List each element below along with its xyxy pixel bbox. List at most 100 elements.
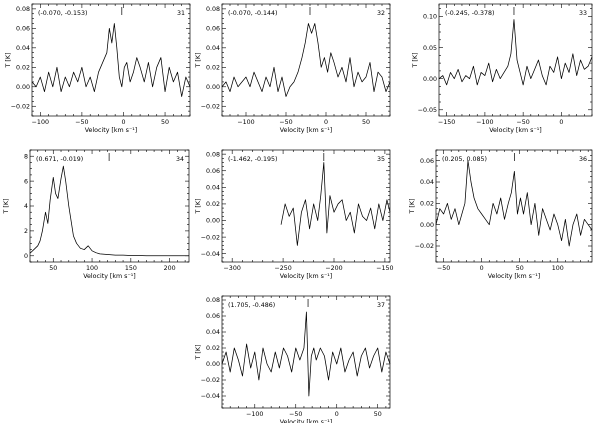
spectrum-line — [221, 23, 391, 97]
x-axis-title: Velocity [km s⁻¹] — [280, 127, 333, 134]
y-axis-title: T [K] — [3, 199, 10, 215]
coordinates-label: (-1.462, -0.195) — [228, 156, 278, 163]
y-tick-label: 6 — [24, 178, 28, 185]
y-tick-label: −0.02 — [415, 243, 434, 250]
spectrum-panel-33: −150 −100 −50 0 −0.05 0.00 0.05 0.10 Velocity [k… — [412, 3, 593, 134]
x-tick-label: 0 — [480, 265, 484, 272]
x-tick-label: 0 — [324, 119, 328, 126]
x-axis-title: Velocity [km s⁻¹] — [280, 273, 333, 280]
y-axis-title: T [K] — [5, 53, 12, 69]
plot-frame — [221, 3, 391, 117]
y-tick-label: 0.08 — [16, 6, 30, 13]
x-tick-label: 0 — [121, 119, 125, 126]
y-tick-label: 0.04 — [206, 45, 220, 52]
panel-number: 36 — [579, 156, 587, 163]
spectrum-panel-31: −100 −50 0 50 −0.02 0.00 0.02 0.04 0.06 0.08 Veloc… — [5, 3, 191, 134]
y-tick-label: −0.02 — [201, 234, 220, 241]
y-axis-title: T [K] — [409, 199, 416, 215]
x-tick-label: −150 — [438, 119, 455, 126]
panel-number: 35 — [377, 156, 385, 163]
coordinates-label: (-0.245, -0.378) — [445, 10, 495, 17]
x-tick-label: 150 — [125, 265, 137, 272]
y-tick-label: 8 — [24, 153, 28, 160]
y-tick-label: 0.08 — [206, 297, 220, 304]
y-tick-label: −0.02 — [201, 103, 220, 110]
spectrum-line — [221, 311, 391, 397]
y-tick-label: 0.00 — [16, 84, 30, 91]
y-tick-label: 0.00 — [423, 76, 437, 83]
plot-frame — [29, 149, 190, 263]
plot-frame — [438, 3, 593, 117]
spectrum-panel-37: −100 −50 0 50 −0.04 −0.02 0.00 0.02 0.04 0.06 0.08… — [195, 295, 391, 423]
y-tick-label: 0.00 — [206, 361, 220, 368]
panel-number: 31 — [177, 10, 185, 17]
spectrum-line — [31, 23, 191, 97]
y-tick-label: −0.02 — [11, 103, 30, 110]
x-tick-label: −50 — [517, 119, 530, 126]
y-tick-label: 4 — [24, 203, 28, 210]
panel-number: 34 — [176, 156, 184, 163]
x-axis-title: Velocity [km s⁻¹] — [488, 273, 541, 280]
spectrum-line — [280, 162, 391, 246]
y-tick-label: 0.06 — [206, 313, 220, 320]
spectrum-line — [29, 165, 189, 257]
y-tick-label: 0.04 — [206, 185, 220, 192]
y-tick-label: 0.00 — [206, 218, 220, 225]
panel-number: 32 — [377, 10, 385, 17]
y-tick-label: 2 — [24, 228, 28, 235]
x-tick-label: 50 — [362, 119, 370, 126]
y-axis-title: T [K] — [195, 53, 202, 69]
spectrum-panel-36: −50 0 50 100 −0.02 0.00 0.02 0.04 0.06 Velocity [… — [409, 149, 593, 280]
coordinates-label: (0.671, -0.019) — [36, 156, 83, 163]
y-tick-label: −0.04 — [201, 393, 220, 400]
y-tick-label: 0.04 — [206, 329, 220, 336]
x-tick-label: −50 — [75, 119, 88, 126]
panel-number: 37 — [377, 302, 385, 309]
y-axis-title: T [K] — [195, 345, 202, 361]
x-tick-label: −50 — [279, 119, 292, 126]
y-tick-label: −0.05 — [418, 107, 437, 114]
y-tick-label: 0.06 — [206, 168, 220, 175]
y-tick-label: 0.00 — [206, 84, 220, 91]
spectrum-line — [438, 19, 593, 86]
x-tick-label: 0 — [335, 411, 339, 418]
coordinates-label: (1.705, -0.486) — [228, 302, 275, 309]
plot-frame — [435, 149, 593, 263]
x-tick-label: 0 — [559, 119, 563, 126]
x-tick-label: −150 — [376, 265, 393, 272]
coordinates-label: (-0.070, -0.144) — [228, 10, 278, 17]
x-tick-label: −100 — [32, 119, 49, 126]
y-tick-label: 0.10 — [423, 14, 437, 21]
x-tick-label: −50 — [289, 411, 302, 418]
y-tick-label: 0.02 — [420, 201, 434, 208]
y-axis-title: T [K] — [195, 199, 202, 215]
x-axis-title: Velocity [km s⁻¹] — [85, 127, 138, 134]
x-axis-title: Velocity [km s⁻¹] — [489, 127, 542, 134]
x-tick-label: −100 — [246, 411, 263, 418]
y-tick-label: −0.02 — [201, 377, 220, 384]
y-tick-label: 0.04 — [16, 45, 30, 52]
y-tick-label: 0.05 — [423, 45, 437, 52]
x-tick-label: −100 — [237, 119, 254, 126]
y-tick-label: 0.02 — [206, 65, 220, 72]
y-tick-label: 0.00 — [420, 222, 434, 229]
spectrum-panel-35: −300 −250 −200 −150 −0.04 −0.02 0.00 0.02 0.04 0.… — [195, 149, 394, 280]
y-tick-label: 0.08 — [206, 151, 220, 158]
y-tick-label: 0.02 — [206, 201, 220, 208]
x-tick-label: 50 — [161, 119, 169, 126]
y-tick-label: 0.06 — [206, 26, 220, 33]
panel-number: 33 — [579, 10, 587, 17]
x-tick-label: −100 — [476, 119, 493, 126]
x-tick-label: 100 — [552, 265, 564, 272]
y-tick-label: −0.04 — [201, 251, 220, 258]
x-tick-label: −200 — [325, 265, 342, 272]
x-tick-label: 50 — [49, 265, 57, 272]
x-tick-label: 200 — [164, 265, 176, 272]
y-tick-label: 0.08 — [206, 6, 220, 13]
spectrum-panel-32: −100 −50 0 50 −0.02 0.00 0.02 0.04 0.06 0.08 Veloc… — [195, 3, 391, 134]
spectrum-line — [435, 160, 593, 247]
y-tick-label: 0.06 — [16, 26, 30, 33]
coordinates-label: (0.205, 0.085) — [442, 156, 487, 163]
x-axis-title: Velocity [km s⁻¹] — [280, 419, 333, 423]
